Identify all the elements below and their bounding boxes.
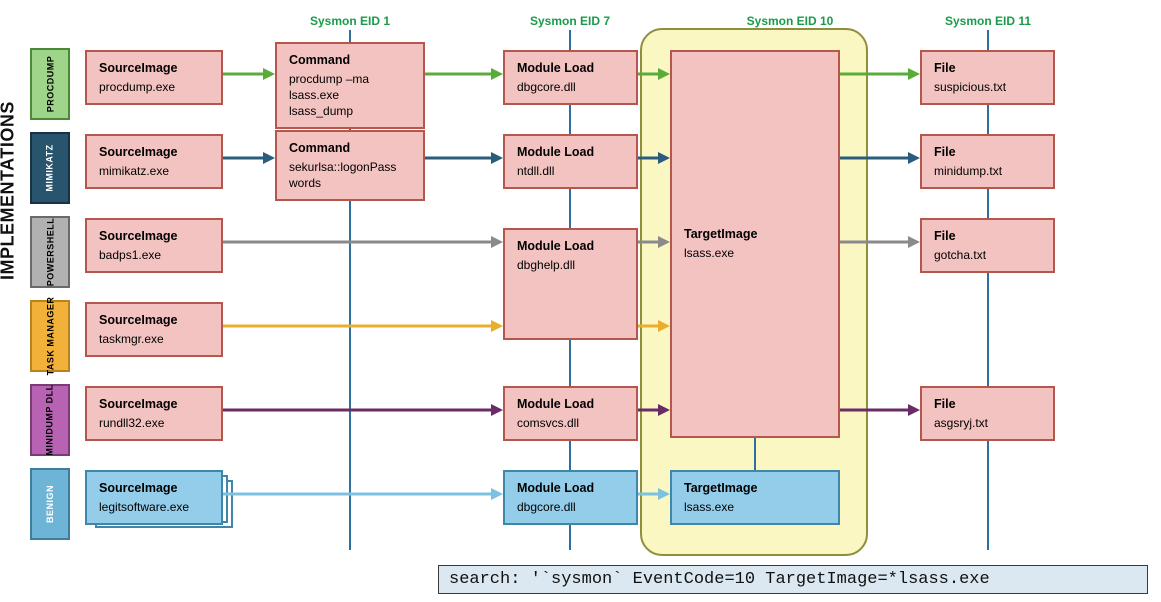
file-node: Filesuspicious.txt xyxy=(920,50,1055,105)
target-node: TargetImagelsass.exe xyxy=(670,470,840,525)
target-node-shared: TargetImagelsass.exe xyxy=(670,50,840,438)
source-node: SourceImagerundll32.exe xyxy=(85,386,223,441)
command-node: Commandsekurlsa::logonPass words xyxy=(275,130,425,201)
column-header: Sysmon EID 11 xyxy=(945,14,1031,28)
column-header: Sysmon EID 7 xyxy=(530,14,610,28)
sidebar-title: IMPLEMENTATIONS xyxy=(0,101,19,280)
file-node: Fileminidump.txt xyxy=(920,134,1055,189)
impl-bar-procdump: PROCDUMP xyxy=(30,48,70,120)
file-node: Fileasgsryj.txt xyxy=(920,386,1055,441)
command-node: Commandprocdump –ma lsass.exe lsass_dump xyxy=(275,42,425,129)
impl-bar-mimikatz: MIMIKATZ xyxy=(30,132,70,204)
search-query-display: search: '`sysmon` EventCode=10 TargetIma… xyxy=(438,565,1148,594)
module-node: Module Loaddbgcore.dll xyxy=(503,470,638,525)
source-node: SourceImagelegitsoftware.exe xyxy=(85,470,223,525)
impl-bar-powershell: POWERSHELL xyxy=(30,216,70,288)
module-node-shared: Module Loaddbghelp.dll xyxy=(503,228,638,340)
column-header: Sysmon EID 10 xyxy=(747,14,834,28)
impl-bar-minidump: MINIDUMP DLL xyxy=(30,384,70,456)
module-node: Module Loaddbgcore.dll xyxy=(503,50,638,105)
module-node: Module Loadntdll.dll xyxy=(503,134,638,189)
source-node: SourceImagemimikatz.exe xyxy=(85,134,223,189)
module-node: Module Loadcomsvcs.dll xyxy=(503,386,638,441)
impl-bar-benign: BENIGN xyxy=(30,468,70,540)
file-node: Filegotcha.txt xyxy=(920,218,1055,273)
source-node: SourceImagetaskmgr.exe xyxy=(85,302,223,357)
source-node: SourceImageprocdump.exe xyxy=(85,50,223,105)
source-node: SourceImagebadps1.exe xyxy=(85,218,223,273)
impl-bar-taskmgr: TASK MANAGER xyxy=(30,300,70,372)
column-header: Sysmon EID 1 xyxy=(310,14,390,28)
